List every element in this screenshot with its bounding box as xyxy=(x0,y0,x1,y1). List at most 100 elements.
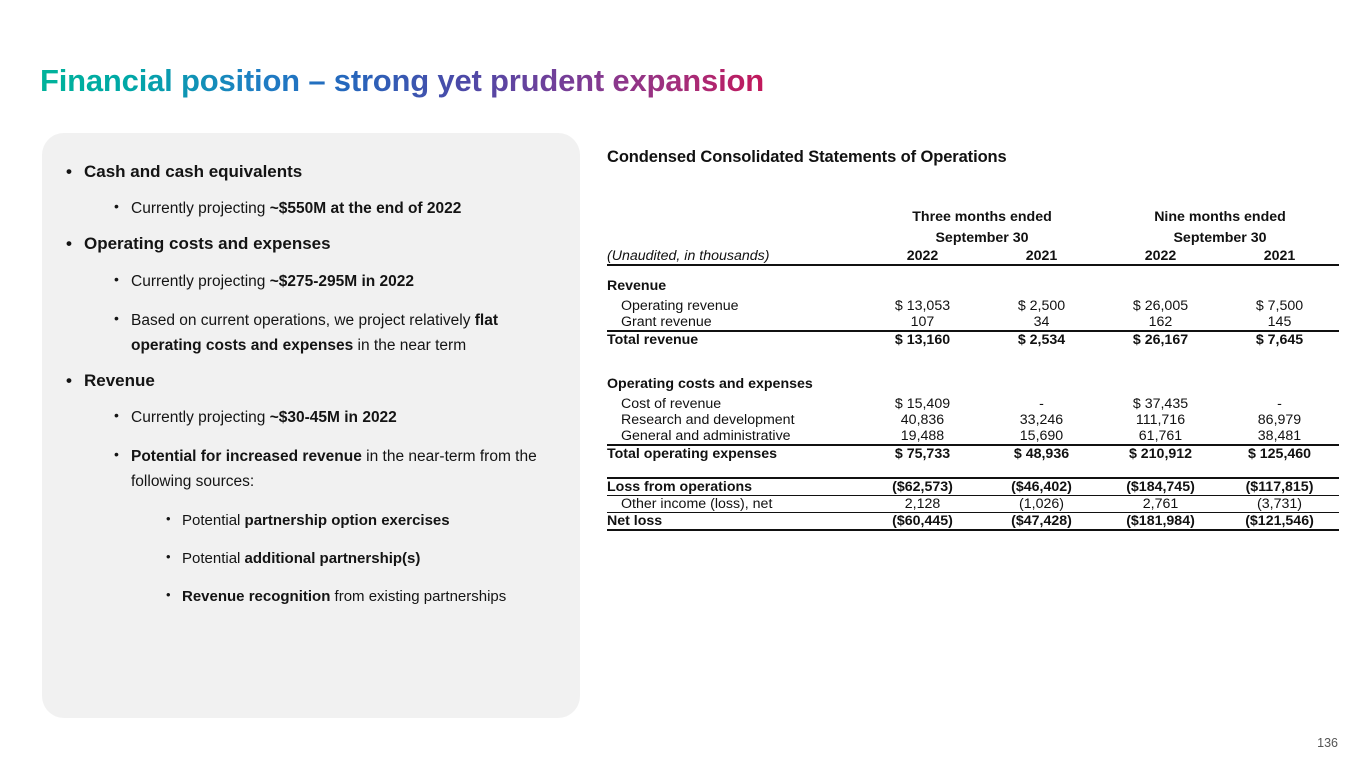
row-label: Other income (loss), net xyxy=(607,495,863,513)
page-number: 136 xyxy=(1317,736,1338,750)
table-row: Cost of revenue $ 15,409 - $ 37,435 - xyxy=(607,396,1339,412)
bullet-text: Revenue xyxy=(84,370,155,390)
year-header-2: 2022 xyxy=(1101,248,1220,267)
row-value: 86,979 xyxy=(1257,412,1302,429)
row-value: ($60,445) xyxy=(863,512,982,532)
bullet-item: • Currently projecting ~$275-295M in 2022 xyxy=(56,269,562,294)
bullet-text-emphasis: additional partnership(s) xyxy=(244,549,421,567)
row-label: Cost of revenue xyxy=(621,396,722,413)
row-value: $ 7,500 xyxy=(1255,298,1304,315)
row-value: $ 75,733 xyxy=(863,444,982,463)
bullet-text-plain: Based on current operations, we project … xyxy=(131,311,475,329)
bullet-marker-icon: • xyxy=(114,446,119,463)
bullet-list: • Cash and cash equivalents • Currently pro… xyxy=(42,133,580,609)
row-value: $ 125,460 xyxy=(1220,444,1340,463)
row-value: $ 210,912 xyxy=(1101,444,1220,463)
bullet-item: • Based on current operations, we project… xyxy=(56,308,562,358)
row-value: ($121,546) xyxy=(1220,512,1340,532)
bullet-text-plain: Currently projecting xyxy=(131,200,270,218)
table-spacer-row xyxy=(607,348,1339,364)
row-value: ($47,428) xyxy=(982,512,1101,532)
bullet-text-emphasis: Potential for increased revenue xyxy=(131,448,362,466)
row-label: Operating revenue xyxy=(621,298,739,315)
group-header-three-months: Three months ended September 30 xyxy=(863,207,1101,248)
row-value: - xyxy=(1277,396,1282,413)
year-header-0: 2022 xyxy=(863,248,982,267)
row-value: ($117,815) xyxy=(1220,477,1340,496)
bullet-item: • Operating costs and expenses xyxy=(56,233,562,254)
row-label: Grant revenue xyxy=(621,314,712,331)
bullet-marker-icon: • xyxy=(166,587,171,603)
row-value: 107 xyxy=(910,314,935,331)
row-value: $ 7,645 xyxy=(1220,330,1340,349)
bullet-text-plain: from existing partnerships xyxy=(330,588,507,606)
row-value: ($184,745) xyxy=(1101,477,1220,496)
bullet-item: • Potential for increased revenue in the … xyxy=(56,444,562,494)
bullet-marker-icon: • xyxy=(114,198,119,215)
year-header-1: 2021 xyxy=(982,248,1101,267)
row-value: 34 xyxy=(1033,314,1050,331)
bullet-marker-icon: • xyxy=(66,370,72,390)
unaudited-note: (Unaudited, in thousands) xyxy=(607,248,863,267)
bullet-text-plain: Potential xyxy=(182,511,245,529)
bullet-text: Currently projecting ~$550M at the end o… xyxy=(131,196,461,221)
year-header-3: 2021 xyxy=(1220,248,1340,267)
financials-table-block: Condensed Consolidated Statements of Ope… xyxy=(607,148,1340,532)
bullet-text: Based on current operations, we project … xyxy=(131,308,562,358)
row-label: General and administrative xyxy=(621,428,791,445)
row-value: 15,690 xyxy=(1019,428,1064,445)
bullet-text-plain: Currently projecting xyxy=(131,409,270,427)
bullet-text-emphasis: ~$275-295M in 2022 xyxy=(269,272,415,290)
bullet-text-emphasis: Revenue recognition xyxy=(182,588,331,606)
bullet-text: Revenue recognition from existing partne… xyxy=(182,585,506,609)
row-value: $ 37,435 xyxy=(1132,396,1189,413)
row-label: Total revenue xyxy=(607,330,863,349)
table-row: Total operating expenses $ 75,733 $ 48,936… xyxy=(607,444,1340,463)
bullet-marker-icon: • xyxy=(114,309,119,326)
row-value xyxy=(1101,265,1220,298)
bullet-text-plain: Currently projecting xyxy=(131,272,270,290)
row-value: - xyxy=(1039,396,1044,413)
row-value: ($181,984) xyxy=(1101,512,1220,532)
bullet-text: Currently projecting ~$30-45M in 2022 xyxy=(131,405,397,430)
table-row: Revenue xyxy=(607,265,1339,298)
row-value xyxy=(1220,265,1339,298)
bullet-text-emphasis: ~$550M at the end of 2022 xyxy=(269,200,462,218)
row-value xyxy=(1101,364,1220,396)
bullet-text: Potential partnership option exercises xyxy=(182,509,450,533)
row-value: 33,246 xyxy=(1019,412,1064,429)
bullet-text: Operating costs and expenses xyxy=(84,234,331,254)
bullet-item: • Potential additional partnership(s) xyxy=(56,547,562,571)
row-value xyxy=(982,265,1101,298)
row-label: Total operating expenses xyxy=(607,444,863,463)
table-row: Research and development 40,836 33,246 111,… xyxy=(607,412,1339,428)
row-label: Operating costs and expenses xyxy=(607,376,813,393)
row-value: ($62,573) xyxy=(863,477,982,496)
group-header-row: Three months ended September 30 Nine mon… xyxy=(607,207,1339,248)
group-header-line1: Nine months ended xyxy=(1154,209,1286,225)
bullet-text-emphasis: partnership option exercises xyxy=(244,511,450,529)
row-value: $ 2,534 xyxy=(982,330,1101,349)
group-header-line2: September 30 xyxy=(1173,229,1267,246)
row-value: 61,761 xyxy=(1138,428,1183,445)
row-value: 38,481 xyxy=(1257,428,1302,445)
row-value xyxy=(863,265,982,298)
bullet-marker-icon: • xyxy=(66,162,72,181)
row-value xyxy=(863,364,982,396)
page-title: Financial position – strong yet prudent … xyxy=(40,63,764,98)
row-value: $ 13,053 xyxy=(894,298,951,315)
bullet-text-plain: Potential xyxy=(182,549,245,567)
row-value: 2,128 xyxy=(863,495,982,513)
row-value: $ 48,936 xyxy=(982,444,1101,463)
table-row: Total revenue $ 13,160 $ 2,534 $ 26,167 $ 7,… xyxy=(607,330,1340,349)
group-header-line2: September 30 xyxy=(935,229,1029,246)
bullet-text-plain: in the near-term from the following sour… xyxy=(131,448,537,491)
bullet-text-plain: in the near term xyxy=(353,336,467,354)
group-header-nine-months: Nine months ended September 30 xyxy=(1101,207,1339,248)
row-value: $ 15,409 xyxy=(894,396,951,413)
row-label: Research and development xyxy=(621,412,795,429)
bullet-text: Potential for increased revenue in the n… xyxy=(131,444,562,494)
financials-table: Three months ended September 30 Nine mon… xyxy=(607,207,1340,532)
row-value: (1,026) xyxy=(982,495,1101,513)
